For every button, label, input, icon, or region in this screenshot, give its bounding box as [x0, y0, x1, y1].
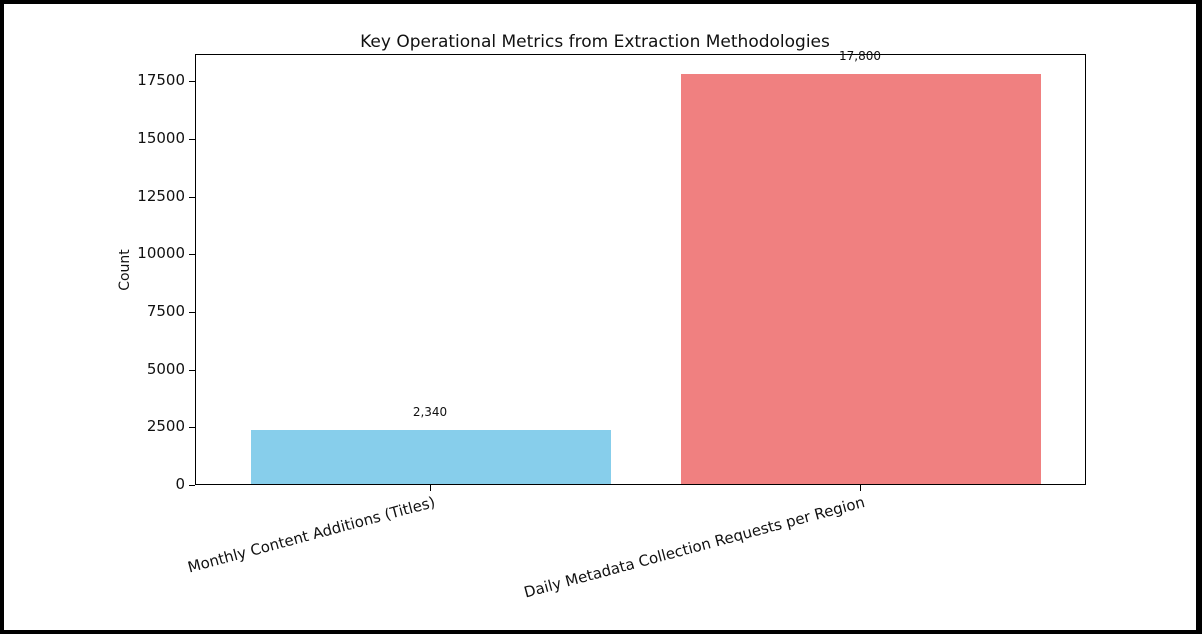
y-tick [189, 312, 195, 314]
chart-canvas: Key Operational Metrics from Extraction … [4, 4, 1196, 630]
y-tick [189, 139, 195, 141]
y-tick [189, 427, 195, 429]
y-tick [189, 81, 195, 83]
y-tick-label: 15000 [137, 129, 185, 148]
y-tick-label: 7500 [146, 302, 185, 321]
y-tick-label: 17500 [137, 71, 185, 90]
y-tick-label: 5000 [146, 359, 185, 378]
x-tick-label: Monthly Content Additions (Titles) [185, 493, 438, 577]
y-tick [189, 254, 195, 256]
y-tick [189, 485, 195, 486]
plot-area [195, 54, 1086, 485]
x-tick [430, 485, 431, 491]
chart-title: Key Operational Metrics from Extraction … [360, 32, 830, 52]
bar-value-label: 17,800 [839, 48, 881, 63]
y-tick-label: 2500 [146, 417, 185, 436]
y-tick [189, 196, 195, 198]
y-tick-label: 0 [175, 475, 185, 493]
y-tick-label: 12500 [137, 186, 185, 205]
bar-value-label: 2,340 [412, 405, 448, 420]
y-tick-label: 10000 [137, 244, 185, 263]
bar-1 [681, 73, 1041, 484]
x-tick-label: Daily Metadata Collection Requests per R… [521, 493, 867, 602]
x-tick [860, 485, 861, 491]
y-tick [189, 369, 195, 371]
bar-0 [251, 430, 611, 484]
